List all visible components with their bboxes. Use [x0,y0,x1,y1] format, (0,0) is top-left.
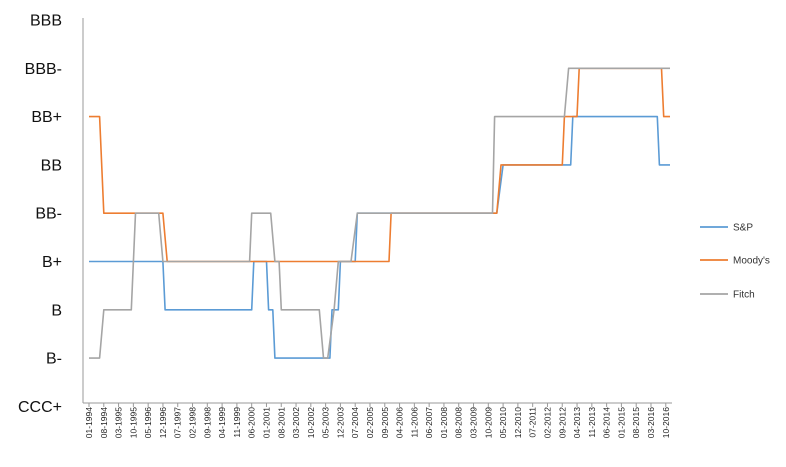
x-tick-label: 10-2002 [306,407,316,438]
x-tick-label: 01-1994 [84,407,94,438]
x-tick-label: 11-2013 [587,407,597,438]
x-tick-label: 03-1995 [114,407,124,438]
legend-label-moody-s: Moody's [733,256,770,267]
x-tick-label: 02-1998 [188,407,198,438]
x-tick-label: 12-2010 [513,407,523,438]
x-tick-label: 07-2011 [528,407,538,438]
x-tick-label: 04-1999 [217,407,227,438]
x-tick-label: 03-2002 [291,407,301,438]
x-tick-label: 07-2004 [350,407,360,438]
y-tick-label: CCC+ [18,399,62,416]
y-tick-label: BB+ [31,109,62,126]
x-tick-label: 02-2005 [365,407,375,438]
x-axis-labels: 01-1994 08-1994 03-1995 10-1995 05-1996 12-19… [84,407,671,438]
x-tick-label: 01-2001 [261,407,271,438]
x-tick-label: 11-2006 [409,407,419,438]
x-tick-label: 06-2007 [424,407,434,438]
x-tick-label: 04-2006 [395,407,405,438]
legend: S&P Moody's Fitch [700,223,770,301]
x-tick-label: 01-2008 [439,407,449,438]
y-tick-label: BB [41,157,62,174]
x-tick-label: 12-2003 [335,407,345,438]
y-tick-label: BB- [35,206,62,223]
y-tick-label: B- [46,351,62,368]
x-tick-label: 09-2005 [380,407,390,438]
y-tick-label: B+ [42,254,62,271]
x-axis-ticks [88,403,667,407]
x-tick-label: 04-2013 [572,407,582,438]
x-tick-label: 01-2015 [616,407,626,438]
x-tick-label: 10-1995 [128,407,138,438]
x-tick-label: 06-2000 [247,407,257,438]
x-tick-label: 10-2016 [661,407,671,438]
x-tick-label: 10-2009 [483,407,493,438]
x-tick-label: 09-2012 [557,407,567,438]
y-tick-label: B [51,302,62,319]
legend-label-fitch: Fitch [733,290,755,301]
x-tick-label: 06-2014 [602,407,612,438]
x-tick-label: 11-1999 [232,407,242,438]
series-line-fitch [89,67,670,359]
x-tick-label: 08-1994 [99,407,109,438]
x-tick-label: 08-2015 [631,407,641,438]
series-line-s-p [89,115,670,359]
x-tick-label: 08-2008 [454,407,464,438]
x-tick-label: 12-1996 [158,407,168,438]
x-tick-label: 05-2003 [321,407,331,438]
x-tick-label: 03-2009 [469,407,479,438]
x-tick-label: 09-1998 [202,407,212,438]
legend-label-s-p: S&P [733,223,753,234]
series-lines [89,67,670,359]
x-tick-label: 08-2001 [276,407,286,438]
y-tick-label: BBB- [25,61,62,78]
x-tick-label: 05-2010 [498,407,508,438]
x-tick-label: 05-1996 [143,407,153,438]
x-tick-label: 03-2016 [646,407,656,438]
series-line-moody-s [89,67,670,263]
y-tick-label: BBB [30,13,62,30]
axes [82,18,672,404]
x-tick-label: 02-2012 [542,407,552,438]
x-tick-label: 07-1997 [173,407,183,438]
